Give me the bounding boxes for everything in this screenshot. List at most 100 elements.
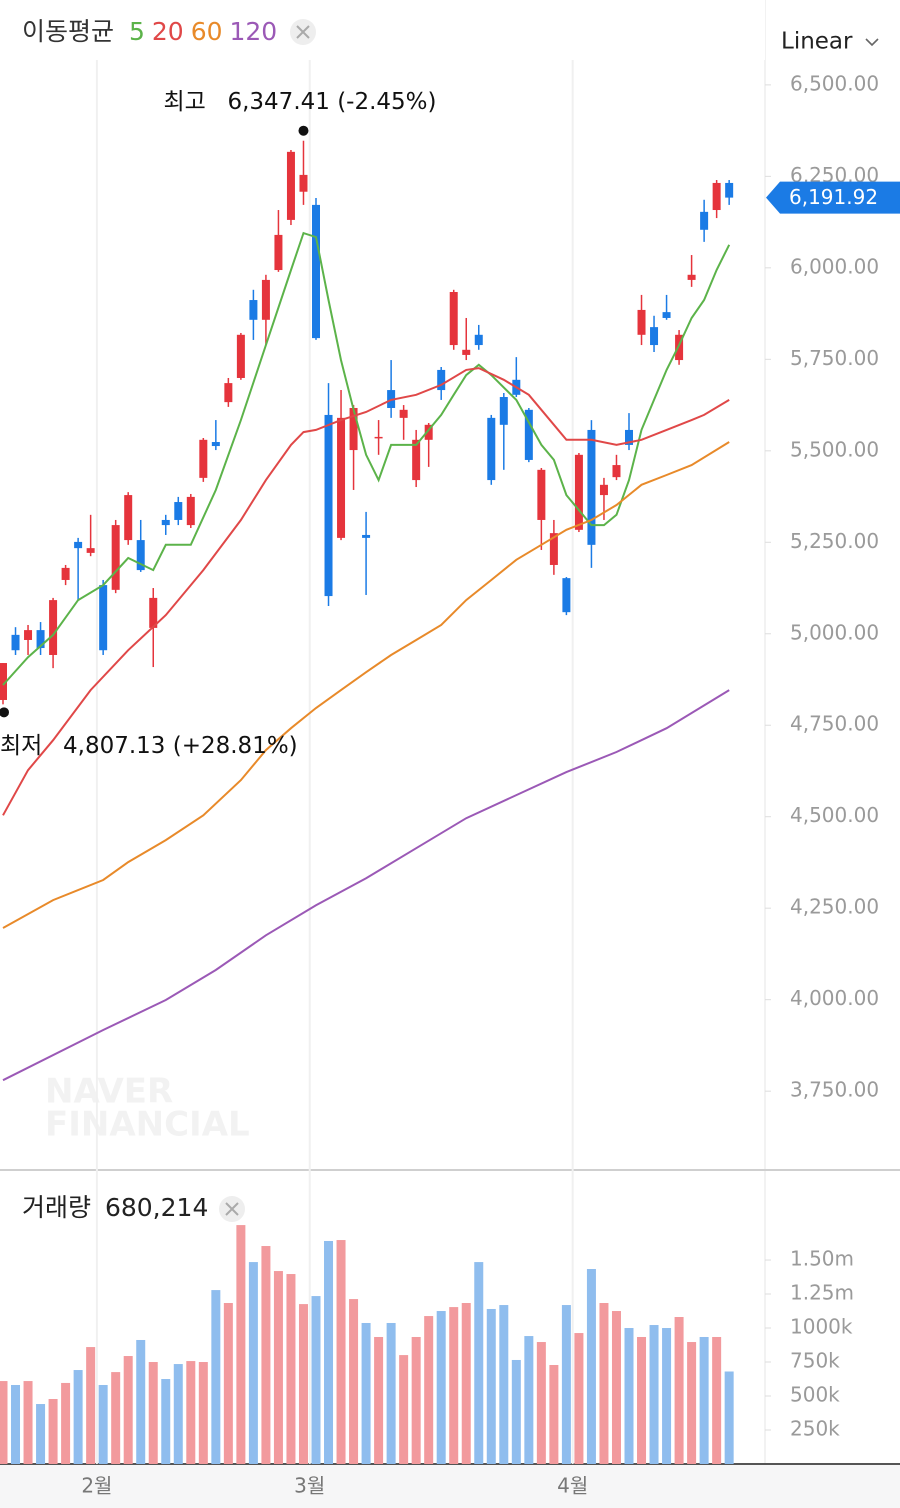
volume-bar [474, 1262, 484, 1464]
x-tick-label: 3월 [294, 1474, 325, 1498]
y-tick-label: 500k [790, 1383, 840, 1407]
volume-bar [374, 1336, 384, 1464]
candle-body [399, 409, 408, 418]
candle-body [249, 300, 258, 320]
ma-legend: 이동평균 5 20 60 120 [22, 17, 277, 46]
candle-body [662, 312, 671, 318]
volume-bar [386, 1322, 396, 1464]
candle-body [236, 334, 245, 378]
candle-body [312, 204, 320, 339]
volume-bar [361, 1322, 371, 1464]
candle-body [324, 414, 333, 597]
candle-body [562, 578, 571, 613]
y-tick-label: 1.25m [790, 1281, 854, 1305]
candle-body [61, 567, 70, 580]
volume-bar [674, 1317, 684, 1464]
candle-body [424, 424, 433, 440]
volume-bar [687, 1342, 697, 1464]
candle-body [111, 525, 120, 590]
candle-body [700, 211, 709, 230]
scale-dropdown[interactable]: Linear [781, 29, 879, 55]
legend-entry: 60 [191, 17, 223, 46]
candle-body [625, 429, 633, 445]
volume-bar [712, 1336, 722, 1464]
volume-bar [136, 1339, 146, 1464]
volume-header: 거래량 680,214 [22, 1193, 208, 1222]
candle-body [437, 369, 446, 391]
candle-body [174, 502, 183, 520]
volume-bar [23, 1381, 33, 1464]
candle-body [587, 429, 596, 545]
candle-body [362, 534, 371, 538]
y-tick-label: 3,750.00 [790, 1078, 879, 1102]
volume-bar [198, 1362, 208, 1464]
candle-body [712, 182, 721, 211]
volume-bar [123, 1356, 133, 1464]
candle-body [349, 407, 358, 451]
volume-bar [436, 1311, 446, 1464]
volume-bar [223, 1302, 233, 1464]
candle-body [374, 436, 383, 439]
x-axis-band [0, 1464, 900, 1508]
volume-bar [574, 1333, 584, 1464]
volume-bar [286, 1274, 296, 1464]
volume-bar [486, 1308, 496, 1464]
candle-body [74, 541, 83, 549]
high-marker [298, 125, 309, 136]
y-tick-label: 6,500.00 [790, 71, 879, 95]
watermark: NAVER [45, 1072, 173, 1112]
header-bg [0, 0, 765, 60]
candle-body [11, 634, 20, 651]
moving-average [2, 689, 730, 1082]
y-tick-label: 4,250.00 [790, 895, 879, 919]
candle-body [462, 349, 471, 355]
volume-bar [11, 1384, 21, 1464]
y-tick-label: 6,000.00 [790, 254, 879, 278]
last-price-label: 6,191.92 [789, 185, 878, 209]
volume-bar [48, 1399, 58, 1464]
volume-bar [699, 1336, 709, 1464]
volume-bar [399, 1355, 409, 1464]
volume-bar [424, 1316, 434, 1464]
candle-body [474, 334, 483, 346]
legend-entry: 120 [230, 17, 278, 46]
candle-body [286, 151, 295, 220]
volume-bar [611, 1311, 621, 1464]
volume-last: 680,214 [105, 1193, 208, 1222]
moving-average [2, 367, 730, 816]
candle-body [412, 439, 421, 481]
volume-bar [536, 1342, 546, 1464]
legend-entry: 20 [152, 17, 184, 46]
candle-body [161, 519, 170, 526]
candle-body [49, 600, 58, 655]
volume-bar [148, 1362, 158, 1464]
candle-body [637, 309, 646, 335]
y-tick-label: 5,500.00 [790, 437, 879, 461]
volume-bar [324, 1240, 334, 1464]
high-value: 6,347.41 (-2.45%) [227, 89, 436, 115]
volume-bar [36, 1404, 46, 1464]
high-label: 최고 [163, 89, 205, 115]
candle-body [199, 439, 208, 478]
low-label: 최저 [0, 733, 42, 759]
y-tick-label: 4,750.00 [790, 712, 879, 736]
volume-bar [449, 1307, 459, 1464]
candle-body [725, 182, 734, 198]
y-tick-label: 4,500.00 [790, 803, 879, 827]
close-button[interactable] [219, 1196, 245, 1222]
volume-bar [637, 1336, 647, 1464]
candle-body [0, 663, 7, 700]
volume-bar [599, 1302, 609, 1464]
y-tick-label: 1.50m [790, 1247, 854, 1271]
candle-body [537, 469, 546, 520]
scale-mode: Linear [781, 29, 853, 55]
volume-title: 거래량 [22, 1193, 91, 1222]
y-tick-label: 5,000.00 [790, 620, 879, 644]
candle-body [124, 495, 133, 541]
x-tick-label: 4월 [557, 1474, 588, 1498]
volume-bar [98, 1384, 108, 1464]
volume-bar [511, 1359, 521, 1464]
close-button[interactable] [290, 19, 316, 45]
moving-average [2, 231, 731, 686]
